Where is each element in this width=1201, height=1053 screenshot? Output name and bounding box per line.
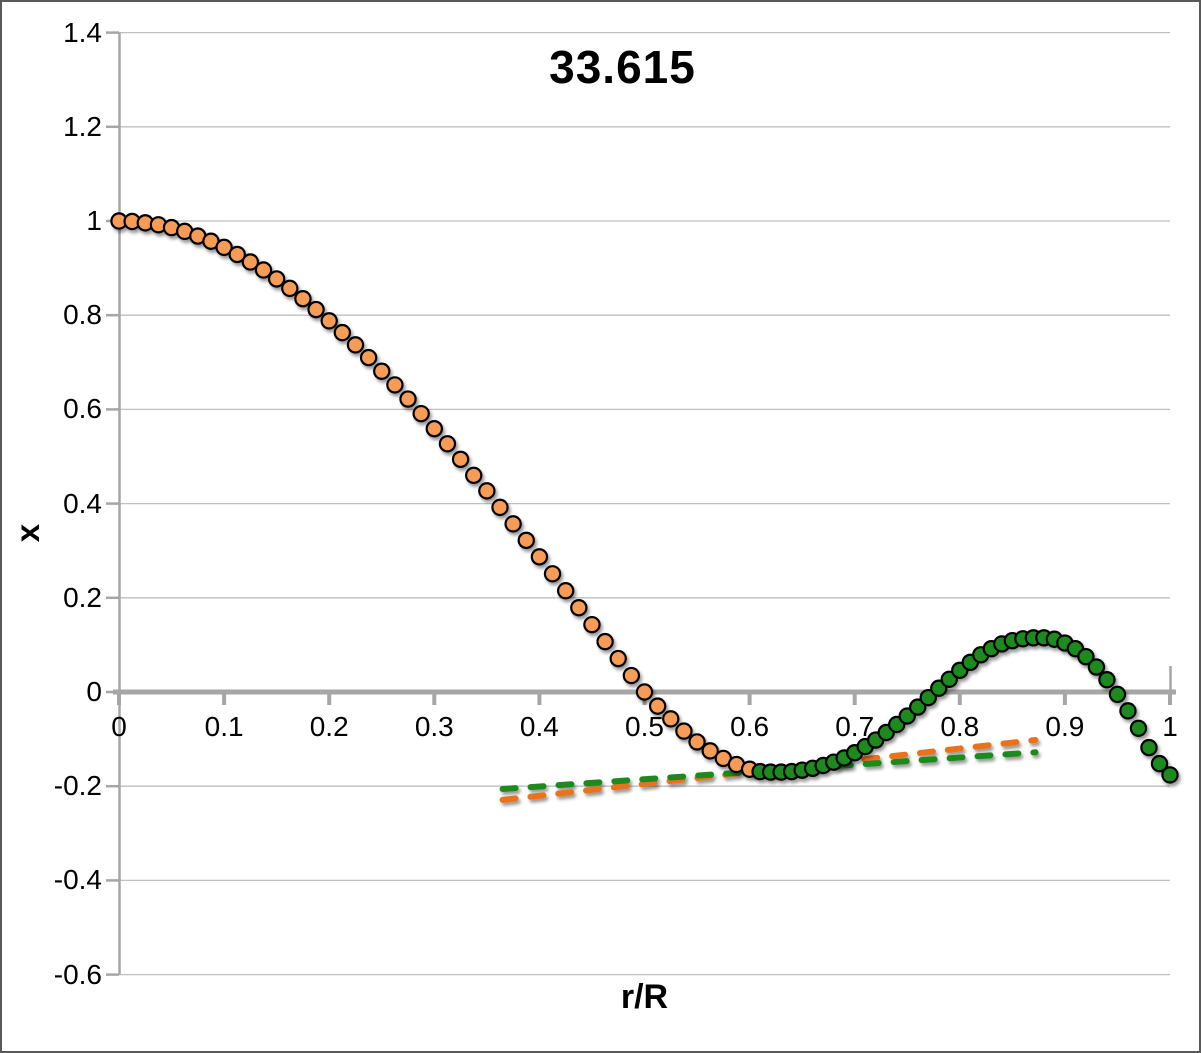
orange-marker-series-group <box>110 212 759 778</box>
chart-title: 33.615 <box>549 41 696 93</box>
x-axis-title: r/R <box>620 978 669 1016</box>
x-axis-tick-label: 0.1 <box>204 711 244 742</box>
orange-marker-series-marker <box>688 733 706 751</box>
orange-marker-series-marker <box>465 466 483 485</box>
green-marker-series-marker <box>1161 766 1179 784</box>
y-axis-tick-label: 1.2 <box>63 110 102 142</box>
orange-marker-series-marker <box>333 323 352 342</box>
green-marker-series-group <box>751 629 1179 784</box>
orange-marker-series-marker <box>228 245 246 264</box>
orange-marker-series-marker <box>622 666 641 685</box>
orange-marker-series-marker <box>438 435 457 453</box>
y-axis-tick-label: 0.8 <box>63 299 102 331</box>
x-axis-tick-label: 1 <box>1162 711 1178 742</box>
orange-marker-series-marker <box>307 300 325 319</box>
green-marker-series-marker <box>1077 647 1095 666</box>
orange-marker-series-marker <box>701 742 719 760</box>
orange-marker-series-marker <box>662 710 680 728</box>
x-axis-tick-label: 0 <box>111 711 127 742</box>
orange-marker-series-marker <box>215 238 233 257</box>
green-marker-series-marker <box>1108 685 1127 704</box>
orange-marker-series-marker <box>425 420 443 438</box>
orange-marker-series-marker <box>675 722 693 740</box>
orange-marker-series-marker <box>543 565 562 583</box>
orange-marker-series-marker <box>294 290 312 308</box>
orange-marker-series-marker <box>596 632 614 651</box>
orange-marker-series-marker <box>609 649 627 668</box>
orange-marker-series-marker <box>241 253 260 271</box>
orange-dashed-line <box>499 737 1039 803</box>
orange-marker-series-marker <box>373 362 391 380</box>
x-axis-tick-label: 0.9 <box>1045 711 1085 742</box>
orange-marker-series-marker <box>530 548 549 566</box>
green-marker-series-marker <box>1140 738 1158 757</box>
x-axis-tick-label: 0.6 <box>730 711 770 742</box>
orange-marker-series-marker <box>648 697 667 715</box>
orange-marker-series-marker <box>359 348 378 367</box>
green-marker-series-marker <box>1150 754 1169 773</box>
y-axis-tick-label: 0.4 <box>63 487 102 519</box>
x-axis-tick-label: 0.2 <box>309 711 349 742</box>
orange-marker-series-marker <box>570 598 588 617</box>
orange-marker-series-marker <box>399 390 417 408</box>
x-axis-tick-label: 0.4 <box>519 711 559 742</box>
orange-marker-series-marker <box>635 683 654 701</box>
orange-marker-series-marker <box>478 482 496 500</box>
x-axis-tick-label: 0.8 <box>940 711 980 742</box>
y-axis-tick-label: 1 <box>86 205 102 236</box>
y-axis-tick-label: -0.4 <box>53 864 102 896</box>
y-axis-tick-label: 1.4 <box>63 16 102 48</box>
y-axis-tick-label: 0 <box>86 676 102 707</box>
y-axis-tick-label: -0.2 <box>53 770 102 802</box>
green-marker-series-marker <box>909 698 927 716</box>
y-axis-tick-label: 0.6 <box>63 393 102 425</box>
green-marker-series-marker <box>1129 719 1148 737</box>
x-axis-tick-label: 0.5 <box>625 711 664 742</box>
orange-marker-series-marker <box>517 531 535 550</box>
orange-marker-series-marker <box>412 404 430 423</box>
green-marker-series-marker <box>1119 702 1137 720</box>
orange-marker-series-marker <box>451 450 470 469</box>
green-marker-series-marker <box>919 688 937 707</box>
green-marker-series-marker <box>1087 658 1106 676</box>
orange-marker-series-marker <box>254 261 273 279</box>
orange-marker-series-marker <box>386 376 404 394</box>
orange-marker-series-marker <box>491 498 509 517</box>
orange-marker-series-marker <box>346 336 365 354</box>
orange-marker-series-marker <box>556 582 575 600</box>
orange-marker-series-marker <box>583 615 601 634</box>
orange-marker-series-marker <box>504 515 522 533</box>
orange-marker-series-marker <box>320 312 338 330</box>
x-axis-tick-label: 0.3 <box>414 711 454 742</box>
orange-marker-series-marker <box>281 279 299 298</box>
y-axis-tick-label: -0.6 <box>53 958 102 990</box>
green-marker-series-marker <box>1098 671 1116 689</box>
y-axis-tick-label: 0.2 <box>63 581 102 613</box>
orange-marker-series-marker <box>267 270 286 288</box>
x-axis-tick-label: 0.7 <box>835 711 875 742</box>
